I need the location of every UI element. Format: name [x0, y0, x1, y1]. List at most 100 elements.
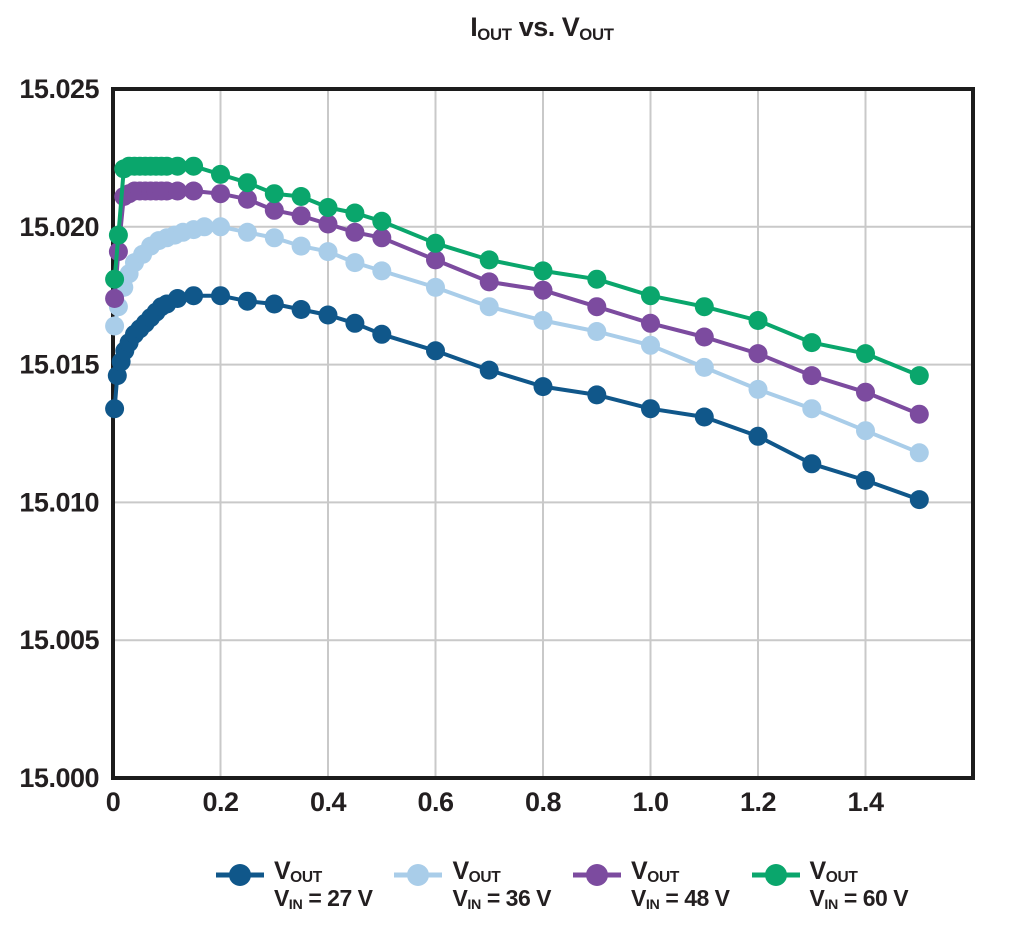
data-point-vin48 [533, 280, 553, 300]
data-point-vin27 [641, 399, 660, 419]
data-point-vin27 [237, 291, 257, 311]
label-subscript: IN [645, 896, 660, 913]
data-point-vin60 [641, 286, 660, 306]
data-point-vin36 [264, 228, 284, 248]
y-tick-label: 15.015 [19, 350, 99, 380]
legend-label-line1: VOUT [631, 857, 730, 887]
data-point-vin48 [105, 289, 125, 308]
x-tick-label: 1.4 [847, 787, 884, 817]
data-point-vin60 [168, 156, 187, 176]
data-point-vin60 [802, 333, 822, 353]
label-subscript: OUT [647, 869, 680, 887]
data-point-vin60 [426, 233, 445, 253]
data-point-vin60 [108, 225, 128, 245]
data-point-vin48 [426, 250, 445, 270]
data-point-vin48 [237, 189, 257, 209]
series-line-vin27 [112, 293, 922, 502]
data-point-vin60 [909, 366, 929, 386]
data-point-vin60 [211, 164, 230, 184]
data-point-vin48 [641, 313, 660, 333]
legend-label-vin48: VOUT VIN = 48 V [631, 857, 730, 913]
legend-marker-vin36-icon [394, 864, 443, 886]
label-subscript: OUT [477, 24, 512, 44]
legend-label-vin36: VOUT VIN = 36 V [452, 857, 552, 913]
data-point-vin60 [479, 250, 499, 270]
series-line-vin48 [112, 189, 922, 417]
data-point-vin60 [184, 156, 204, 176]
y-tick-label: 15.000 [19, 763, 99, 793]
label-text: V [631, 857, 648, 885]
data-point-vin27 [264, 294, 284, 314]
data-point-vin60 [533, 261, 553, 281]
legend-label-line1: VOUT [273, 857, 373, 886]
x-tick-label: 0.6 [417, 787, 454, 817]
legend-label-line2: VIN = 60 V [810, 885, 909, 913]
y-tick-label: 15.025 [19, 74, 99, 104]
legend-marker-dot [586, 864, 608, 886]
x-tick-label: 0.2 [202, 787, 238, 817]
y-tick-label: 15.005 [19, 625, 99, 655]
data-point-vin60 [105, 269, 125, 289]
data-point-vin36 [587, 322, 607, 341]
data-point-vin27 [184, 286, 204, 306]
label-text: V [809, 857, 827, 885]
legend-marker-dot [228, 864, 251, 886]
data-point-vin36 [802, 399, 822, 419]
data-point-vin27 [694, 407, 714, 427]
data-point-vin27 [105, 399, 125, 419]
legend-item-vin27: VOUT VIN = 27 V [215, 857, 373, 913]
data-point-vin60 [856, 344, 875, 364]
label-text: = 48 V [659, 884, 730, 911]
data-point-vin27 [802, 454, 822, 474]
data-point-vin36 [856, 421, 875, 441]
data-point-vin60 [694, 297, 714, 317]
x-tick-label: 0.4 [310, 787, 347, 817]
data-point-vin48 [748, 344, 768, 364]
data-point-vin36 [345, 253, 365, 273]
data-point-vin27 [318, 305, 338, 325]
label-text: V [273, 884, 289, 911]
label-subscript: OUT [579, 24, 614, 44]
legend-label-vin60: VOUT VIN = 60 V [809, 857, 909, 913]
legend-label-line2: VIN = 36 V [452, 884, 552, 913]
data-point-vin48 [318, 214, 338, 234]
data-point-vin27 [372, 324, 392, 344]
series-line-vin36 [112, 224, 922, 455]
legend-item-vin48: VOUT VIN = 48 V [573, 857, 730, 913]
chart-legend: VOUT VIN = 27 V VOUT VIN = 36 V VOUT VIN = 48… [110, 857, 1014, 913]
data-point-vin48 [856, 382, 875, 402]
data-point-vin48 [587, 297, 607, 317]
data-point-vin60 [748, 311, 768, 330]
data-point-vin27 [856, 470, 875, 490]
data-point-vin36 [372, 261, 392, 281]
legend-marker-dot [407, 864, 430, 886]
data-point-vin48 [168, 181, 187, 201]
data-point-vin36 [318, 242, 338, 262]
data-point-vin60 [318, 198, 338, 217]
legend-label-line2: VIN = 48 V [631, 884, 730, 913]
legend-marker-dot [764, 864, 787, 886]
data-point-vin48 [264, 200, 284, 220]
label-text: = 36 V [480, 884, 552, 911]
label-subscript: OUT [468, 869, 501, 887]
label-subscript: IN [467, 896, 481, 913]
data-point-vin48 [345, 222, 365, 242]
label-subscript: OUT [825, 869, 858, 887]
data-point-vin36 [479, 297, 499, 317]
data-point-vin36 [211, 217, 230, 237]
label-subscript: IN [824, 896, 839, 913]
legend-item-vin36: VOUT VIN = 36 V [394, 857, 552, 913]
label-text: V [273, 857, 291, 885]
data-point-vin60 [264, 184, 284, 204]
y-tick-label: 15.020 [19, 212, 99, 242]
legend-item-vin60: VOUT VIN = 60 V [751, 857, 909, 913]
data-point-vin36 [748, 379, 768, 399]
chart-canvas: 15.000 15.005 15.010 15.015 15.020 15.025 0 0.2… [19, 74, 975, 817]
data-point-vin36 [533, 311, 553, 330]
chart-title: IOUT vs. VOUT [70, 12, 1014, 44]
data-point-vin27 [168, 289, 187, 308]
data-point-vin27 [748, 426, 768, 446]
legend-label-vin27: VOUT VIN = 27 V [273, 857, 373, 913]
legend-label-line2: VIN = 27 V [273, 884, 373, 913]
